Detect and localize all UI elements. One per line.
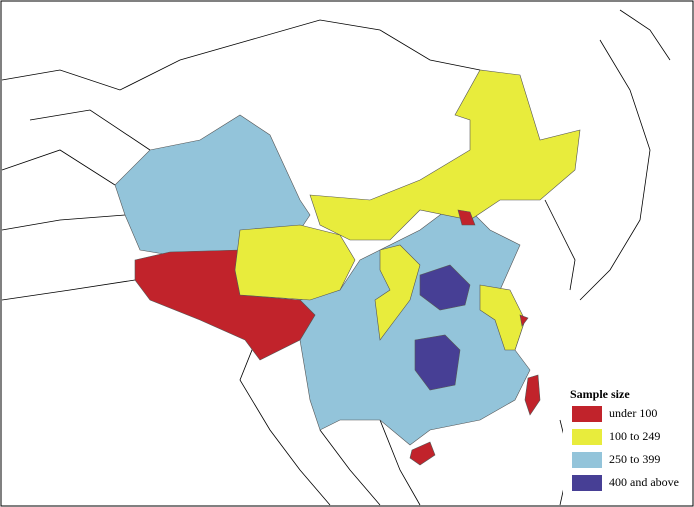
legend-swatch [572, 406, 602, 422]
region [414, 334, 461, 391]
region [409, 441, 436, 466]
region [309, 69, 581, 241]
region [457, 209, 476, 226]
legend-swatch [572, 452, 602, 468]
region [374, 244, 421, 341]
region [114, 114, 311, 256]
legend: Sample size under 100 100 to 249 250 to 39… [563, 382, 689, 502]
region [479, 284, 526, 351]
legend-swatch [572, 429, 602, 445]
region [519, 314, 529, 327]
legend-label: 100 to 249 [609, 429, 660, 443]
legend-label: 400 and above [609, 475, 679, 489]
neighbor-borders [1, 9, 671, 506]
region [234, 224, 356, 301]
provinces [114, 69, 581, 466]
region [299, 199, 531, 446]
legend-swatch [572, 475, 602, 491]
legend-label: under 100 [609, 406, 657, 420]
legend-title: Sample size [570, 387, 630, 401]
region [419, 264, 471, 311]
region [524, 374, 541, 416]
legend-label: 250 to 399 [609, 452, 660, 466]
